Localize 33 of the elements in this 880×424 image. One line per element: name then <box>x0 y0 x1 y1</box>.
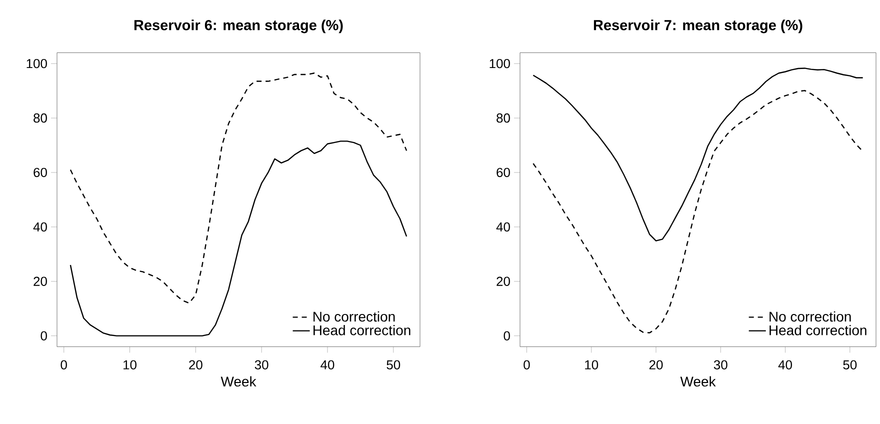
x-tick-label: 50 <box>386 360 400 370</box>
legend-label: Head correction <box>770 325 866 336</box>
chart-title: Reservoir 6: mean storage (%) <box>134 20 343 34</box>
y-tick-label: 20 <box>496 276 510 286</box>
chart-title: Reservoir 7: mean storage (%) <box>594 20 802 34</box>
x-tick-label: 50 <box>843 360 857 370</box>
x-tick-label: 40 <box>778 360 792 370</box>
x-tick-label: 20 <box>189 360 202 370</box>
x-tick-label: 10 <box>124 360 136 370</box>
y-tick-label: 100 <box>490 58 510 68</box>
x-tick-label: 0 <box>524 360 530 370</box>
line-series <box>532 68 864 242</box>
x-tick-label: 20 <box>649 360 663 370</box>
y-tick-label: 80 <box>496 113 510 123</box>
x-axis-title: Week <box>680 376 716 387</box>
x-tick-label: 0 <box>60 360 67 370</box>
y-tick-label: 40 <box>33 222 47 232</box>
y-tick-label: 100 <box>26 58 47 68</box>
y-tick-label: 60 <box>34 168 47 178</box>
legend-label: No correction <box>770 311 851 322</box>
y-tick-label: 20 <box>34 276 47 286</box>
y-tick-label: 80 <box>34 113 47 123</box>
legend-label: Head correction <box>314 325 410 336</box>
x-axis-title: Week <box>220 376 256 387</box>
x-tick-label: 40 <box>320 360 334 370</box>
y-tick-label: 0 <box>40 331 47 340</box>
y-tick-label: 0 <box>504 331 510 340</box>
y-tick-label: 60 <box>496 168 510 178</box>
x-tick-label: 30 <box>714 360 728 370</box>
legend-label: No correction <box>314 311 395 322</box>
y-tick-label: 40 <box>496 222 510 232</box>
x-tick-label: 30 <box>254 360 268 370</box>
x-tick-label: 10 <box>585 360 598 370</box>
